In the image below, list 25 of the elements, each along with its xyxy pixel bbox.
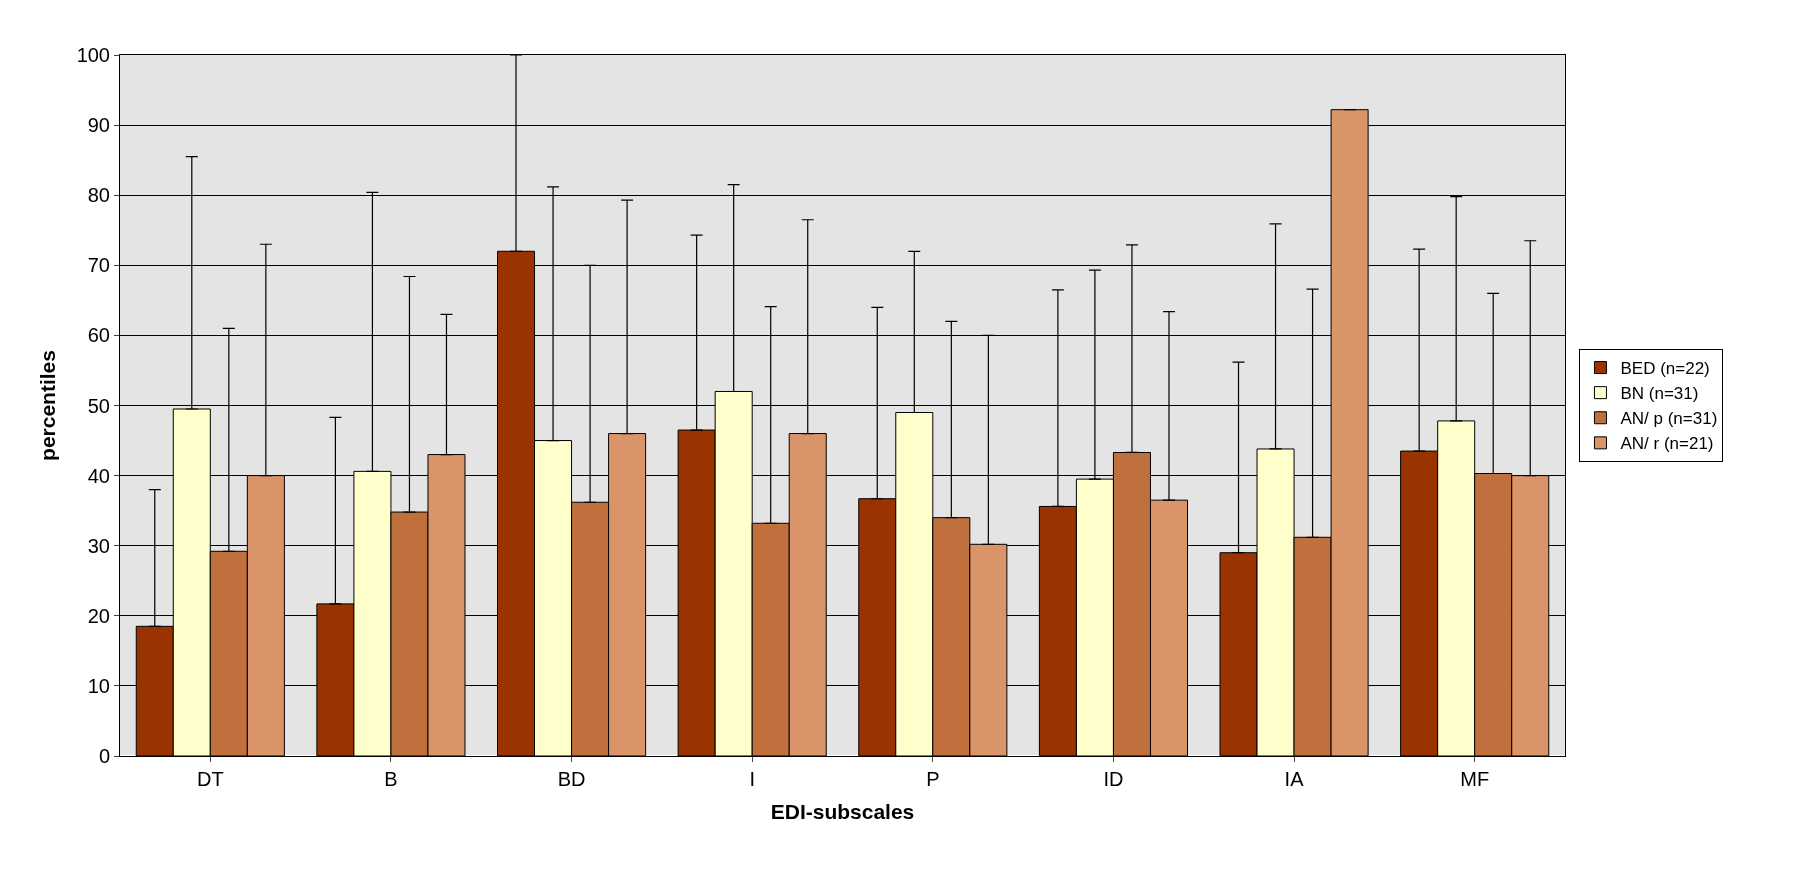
y-axis-title: percentiles <box>35 350 59 461</box>
legend-label: BN (n=31) <box>1620 384 1699 404</box>
y-tick-label: 70 <box>87 254 110 277</box>
y-tick-label: 60 <box>87 324 110 347</box>
x-tick-label: P <box>926 768 940 790</box>
y-tick-label: 20 <box>87 604 110 627</box>
y-tick-label: 40 <box>87 464 110 487</box>
x-tick-label: DT <box>196 768 224 790</box>
x-axis-title: EDI-subscales <box>770 800 915 824</box>
x-tick-label: I <box>749 768 755 790</box>
y-tick-label: 80 <box>87 184 110 207</box>
y-tick-label: 50 <box>87 394 110 417</box>
y-tick-label: 0 <box>98 745 110 767</box>
x-tick-label: B <box>384 768 398 790</box>
y-tick-label: 100 <box>76 44 110 66</box>
x-tick-label: ID <box>1103 768 1124 790</box>
x-tick-label: IA <box>1284 768 1305 790</box>
y-tick-label: 90 <box>87 114 110 137</box>
legend-label: AN/ r (n=21) <box>1620 434 1714 454</box>
x-tick-label: MF <box>1460 768 1490 790</box>
y-tick-label: 10 <box>87 674 110 697</box>
y-tick-label: 30 <box>87 534 110 557</box>
x-tick-label: BD <box>557 768 586 790</box>
legend-label: AN/ p (n=31) <box>1620 409 1718 429</box>
legend-label: BED (n=22) <box>1620 359 1710 379</box>
